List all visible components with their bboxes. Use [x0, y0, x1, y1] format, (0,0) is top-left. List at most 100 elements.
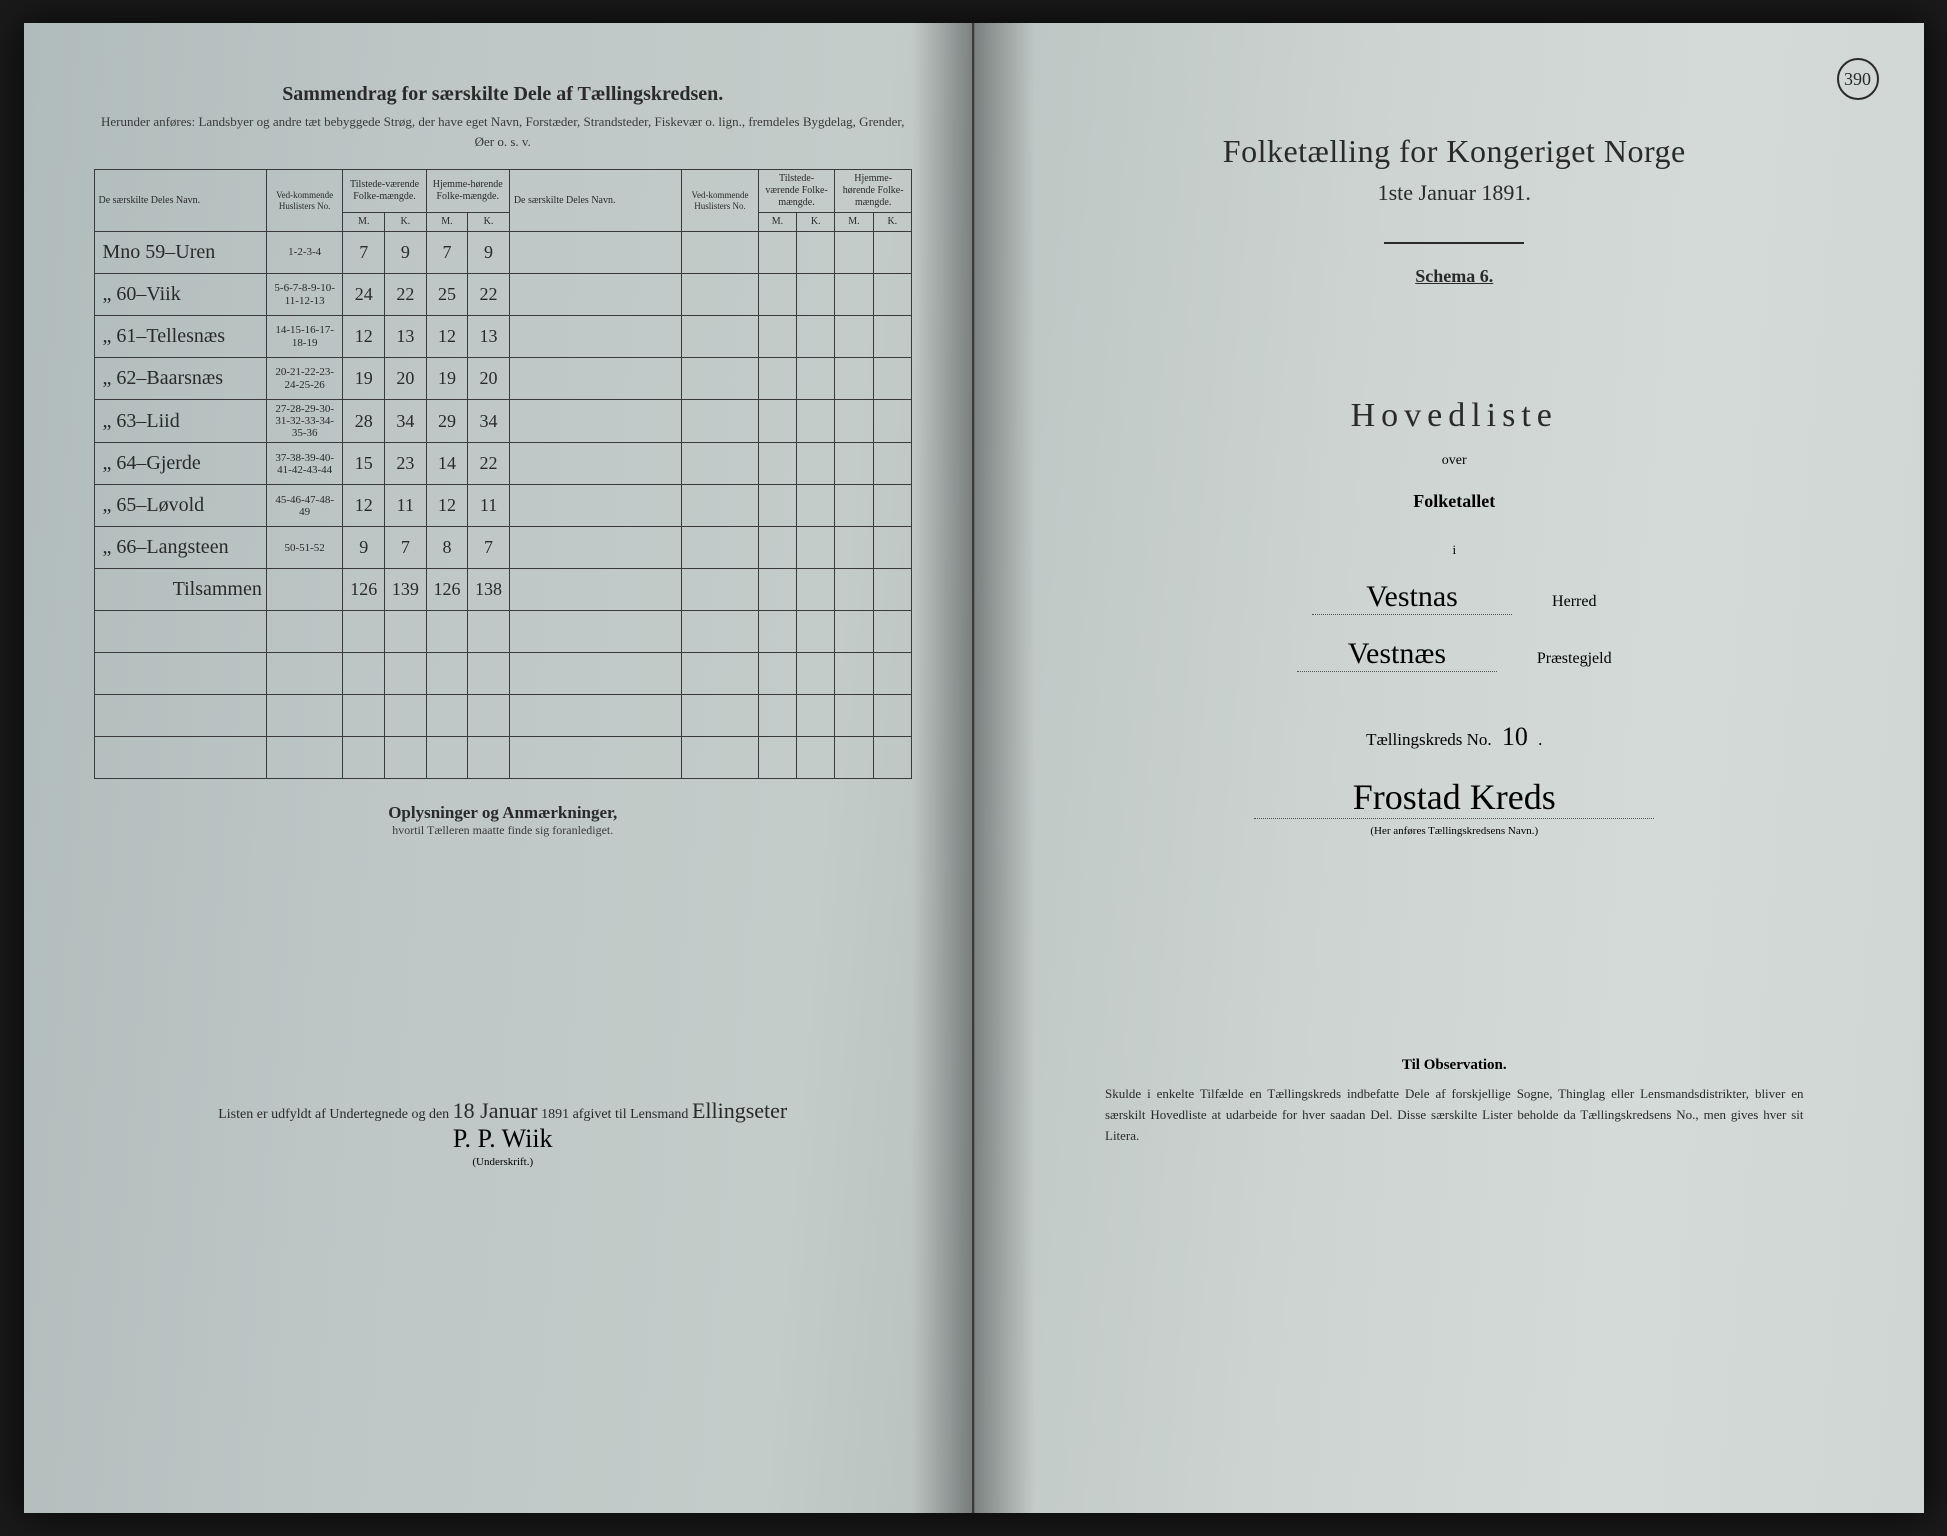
- cell-name: „ 64–Gjerde: [94, 443, 266, 485]
- cell-empty: [835, 400, 873, 443]
- table-row-total: Tilsammen126139126138: [94, 569, 912, 611]
- cell-empty: [758, 274, 796, 316]
- th-name-2: De særskilte Deles Navn.: [509, 170, 681, 232]
- cell-empty: [835, 569, 873, 611]
- cell-empty: [835, 274, 873, 316]
- cell-empty: [682, 232, 759, 274]
- cell-empty: [682, 274, 759, 316]
- cell-empty: [509, 274, 681, 316]
- observation-title: Til Observation.: [1045, 1057, 1864, 1074]
- cell-empty: [797, 737, 835, 779]
- cell-empty: [509, 737, 681, 779]
- cell-empty: [835, 485, 873, 527]
- cell-huslister: 45-46-47-48-49: [266, 485, 343, 527]
- cell-name: „ 62–Baarsnæs: [94, 358, 266, 400]
- cell-empty: [873, 400, 911, 443]
- cell-empty: [758, 527, 796, 569]
- cell-hk: 9: [468, 232, 510, 274]
- table-row: „ 61–Tellesnæs14-15-16-17-18-1912131213: [94, 316, 912, 358]
- cell-tm: 15: [343, 443, 385, 485]
- cell-empty: [758, 316, 796, 358]
- cell-name: „ 65–Løvold: [94, 485, 266, 527]
- th-k: K.: [468, 213, 510, 232]
- footer-day: 18 Januar: [453, 1098, 538, 1123]
- cell-empty: [873, 737, 911, 779]
- notes-title: Oplysninger og Anmærkninger,: [94, 803, 913, 823]
- observation-text: Skulde i enkelte Tilfælde en Tællingskre…: [1105, 1084, 1804, 1146]
- herred-value: Vestnas: [1312, 580, 1512, 615]
- cell-empty: [426, 653, 468, 695]
- praest-label: Præstegjeld: [1537, 650, 1612, 668]
- cell-empty: [835, 316, 873, 358]
- cell-empty: [468, 695, 510, 737]
- cell-empty: [682, 358, 759, 400]
- cell-tm: 7: [343, 232, 385, 274]
- table-body: Mno 59–Uren1-2-3-47979„ 60–Viik5-6-7-8-9…: [94, 232, 912, 779]
- cell-name: „ 66–Langsteen: [94, 527, 266, 569]
- cell-tm: 12: [343, 485, 385, 527]
- cell-total-tm: 126: [343, 569, 385, 611]
- cell-empty: [266, 611, 343, 653]
- cell-tm: 28: [343, 400, 385, 443]
- cell-empty: [385, 611, 427, 653]
- footer-year: 1891 afgivet til Lensmand: [541, 1107, 688, 1122]
- table-row-empty: [94, 737, 912, 779]
- cell-empty: [682, 737, 759, 779]
- footer-pre: Listen er udfyldt af Undertegnede og den: [218, 1107, 449, 1122]
- cell-empty: [509, 316, 681, 358]
- cell-empty: [343, 695, 385, 737]
- divider: [1384, 242, 1524, 244]
- cell-empty: [509, 232, 681, 274]
- table-row: „ 62–Baarsnæs20-21-22-23-24-25-261920192…: [94, 358, 912, 400]
- cell-empty: [266, 653, 343, 695]
- right-page: 390 Folketælling for Kongeriget Norge 1s…: [974, 23, 1924, 1513]
- cell-hm: 8: [426, 527, 468, 569]
- cell-tk: 11: [385, 485, 427, 527]
- cell-empty: [835, 232, 873, 274]
- cell-tk: 20: [385, 358, 427, 400]
- cell-tk: 9: [385, 232, 427, 274]
- over-label: over: [1045, 453, 1864, 469]
- kreds-number-row: Tællingskreds No. 10 .: [1045, 722, 1864, 752]
- hovedliste-heading: Hovedliste: [1045, 397, 1864, 435]
- cell-empty: [682, 400, 759, 443]
- herred-label: Herred: [1552, 593, 1596, 611]
- table-row: Mno 59–Uren1-2-3-47979: [94, 232, 912, 274]
- cell-huslister: 27-28-29-30-31-32-33-34-35-36: [266, 400, 343, 443]
- cell-empty: [343, 653, 385, 695]
- cell-hk: 34: [468, 400, 510, 443]
- cell-empty: [797, 274, 835, 316]
- cell-huslister: 20-21-22-23-24-25-26: [266, 358, 343, 400]
- cell-huslister: 5-6-7-8-9-10-11-12-13: [266, 274, 343, 316]
- cell-empty: [94, 611, 266, 653]
- cell-empty: [682, 653, 759, 695]
- cell-tk: 22: [385, 274, 427, 316]
- cell-empty: [682, 569, 759, 611]
- cell-tm: 9: [343, 527, 385, 569]
- cell-hm: 7: [426, 232, 468, 274]
- signature-caption: (Underskrift.): [94, 1156, 913, 1168]
- cell-empty: [835, 443, 873, 485]
- th-huslister-2: Ved-kommende Huslisters No.: [682, 170, 759, 232]
- cell-empty: [509, 611, 681, 653]
- cell-empty: [509, 400, 681, 443]
- signature: P. P. Wiik: [94, 1124, 913, 1154]
- cell-hm: 12: [426, 485, 468, 527]
- cell-hm: 29: [426, 400, 468, 443]
- cell-empty: [509, 358, 681, 400]
- cell-empty: [682, 527, 759, 569]
- cell-empty: [873, 527, 911, 569]
- th-k: K.: [385, 213, 427, 232]
- cell-empty: [797, 358, 835, 400]
- th-m: M.: [426, 213, 468, 232]
- cell-empty: [797, 232, 835, 274]
- cell-empty: [835, 653, 873, 695]
- cell-empty: [509, 569, 681, 611]
- cell-hm: 12: [426, 316, 468, 358]
- cell-empty: [94, 653, 266, 695]
- cell-huslister: 14-15-16-17-18-19: [266, 316, 343, 358]
- cell-empty: [758, 611, 796, 653]
- cell-empty: [682, 485, 759, 527]
- cell-empty: [509, 653, 681, 695]
- cell-empty: [873, 443, 911, 485]
